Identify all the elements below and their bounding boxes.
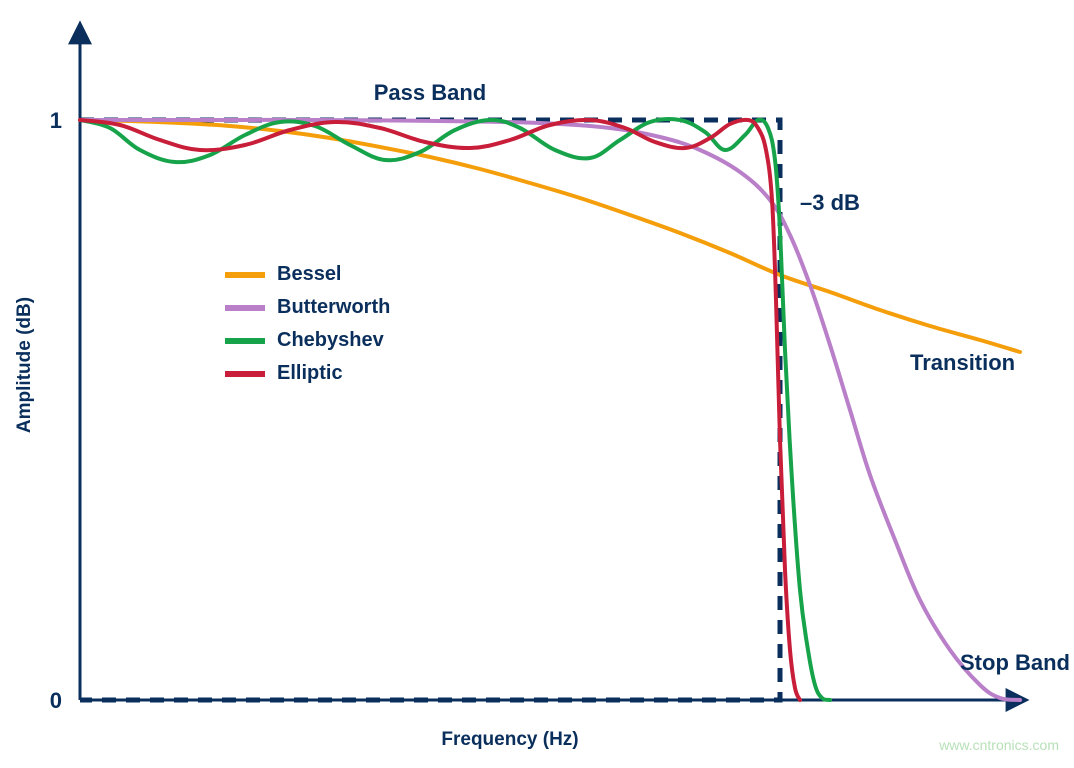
filter-response-chart: 0 1 Frequency (Hz) Amplitude (dB) Pass Band –… xyxy=(0,0,1074,768)
legend-label-elliptic: Elliptic xyxy=(277,362,343,384)
annotation-transition: Transition xyxy=(910,350,1015,375)
chart-svg: 0 1 Frequency (Hz) Amplitude (dB) Pass Band –… xyxy=(0,0,1074,768)
y-axis-label: Amplitude (dB) xyxy=(14,297,35,433)
x-axis-label: Frequency (Hz) xyxy=(441,729,578,750)
annotation-pass-band: Pass Band xyxy=(374,80,487,105)
legend-swatch-elliptic xyxy=(225,371,265,377)
annotation-stop-band: Stop Band xyxy=(960,650,1070,675)
legend-swatch-bessel xyxy=(225,272,265,278)
legend-label-chebyshev: Chebyshev xyxy=(277,329,385,351)
legend-swatch-chebyshev xyxy=(225,338,265,344)
annotation--3-db: –3 dB xyxy=(800,190,860,215)
watermark: www.cntronics.com xyxy=(938,737,1059,753)
y-tick-label: 1 xyxy=(50,108,62,133)
legend-swatch-butterworth xyxy=(225,305,265,311)
y-tick-label: 0 xyxy=(50,688,62,713)
legend-label-bessel: Bessel xyxy=(277,263,342,285)
legend-label-butterworth: Butterworth xyxy=(277,296,390,318)
